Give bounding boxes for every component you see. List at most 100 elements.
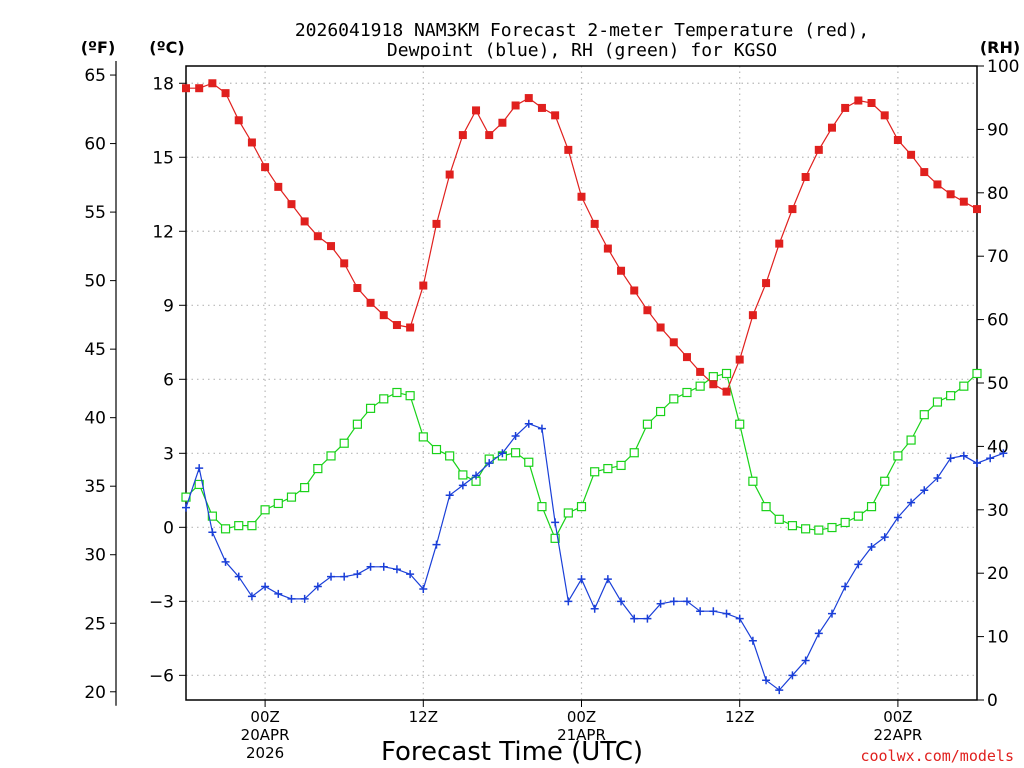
temperature-point: [946, 190, 955, 199]
rh-point: [339, 438, 349, 448]
x-tick-label: 00Z: [883, 708, 912, 726]
rh-tick-label: 20: [987, 564, 1009, 584]
rh-point: [300, 483, 310, 493]
temperature-point: [801, 173, 810, 182]
rh-point: [537, 502, 547, 512]
rh-point: [379, 394, 389, 404]
x-tick-label: 00Z: [250, 708, 279, 726]
dewpoint-point: [735, 614, 744, 623]
temperature-point: [630, 286, 639, 295]
rh-tick-label: 90: [987, 120, 1009, 140]
rh-point: [576, 502, 587, 512]
dewpoint-point: [775, 686, 784, 695]
temperature-point: [696, 367, 705, 376]
rh-point: [669, 394, 679, 404]
temperature-point: [458, 131, 467, 140]
dewpoint-point: [234, 572, 243, 581]
temperature-point: [208, 79, 217, 88]
rh-point: [590, 467, 600, 477]
celsius-unit-label: (ºC): [149, 38, 184, 57]
celsius-tick-label: 6: [163, 370, 174, 390]
dewpoint-point: [656, 599, 665, 608]
rh-point: [418, 432, 428, 442]
rh-point: [919, 410, 929, 420]
dewpoint-point: [564, 597, 573, 606]
celsius-tick-label: 3: [163, 444, 174, 464]
temperature-point: [656, 323, 665, 332]
rh-point: [207, 511, 217, 521]
dewpoint-point: [814, 629, 823, 638]
temperature-point: [973, 205, 981, 214]
temperature-point: [748, 311, 757, 320]
fahrenheit-tick-label: 35: [84, 477, 106, 497]
dewpoint-point: [854, 560, 863, 569]
dewpoint-point: [445, 491, 454, 500]
temperature-point: [643, 306, 652, 315]
dewpoint-point: [406, 570, 415, 579]
fahrenheit-tick-label: 60: [84, 135, 106, 155]
rh-point: [932, 397, 943, 407]
temperature-point: [340, 259, 349, 268]
celsius-tick-label: 12: [152, 222, 174, 242]
dewpoint-point: [537, 424, 546, 433]
rh-point: [642, 419, 653, 429]
temperature-point: [907, 150, 916, 159]
dewpoint-point: [366, 562, 375, 571]
temperature-point: [379, 311, 388, 320]
fahrenheit-tick-label: 65: [84, 66, 106, 86]
rh-point: [563, 508, 573, 518]
rh-point: [234, 521, 244, 531]
temperature-point: [959, 197, 968, 206]
temperature-point: [762, 279, 771, 288]
temperature-point: [247, 138, 256, 147]
dewpoint-point: [893, 513, 902, 522]
temperature-point: [735, 355, 744, 364]
dewpoint-point: [498, 449, 507, 458]
dewpoint-point: [986, 454, 995, 463]
dewpoint-point: [472, 471, 481, 480]
rh-point: [906, 435, 916, 445]
dewpoint-point: [959, 451, 968, 460]
dewpoint-point: [643, 614, 652, 623]
rh-point: [524, 457, 534, 467]
rh-point: [735, 419, 745, 429]
fahrenheit-tick-label: 20: [84, 683, 106, 703]
rh-point: [853, 511, 863, 521]
rh-point: [352, 419, 362, 429]
temperature-point: [485, 131, 494, 140]
dewpoint-point: [841, 582, 850, 591]
dewpoint-point: [788, 671, 797, 680]
rh-point: [365, 403, 376, 413]
dewpoint-point: [247, 592, 256, 601]
dewpoint-point: [511, 432, 520, 441]
rh-tick-label: 80: [987, 184, 1009, 204]
temperature-point: [392, 321, 401, 330]
fahrenheit-tick-label: 40: [84, 409, 106, 429]
gridlines: [186, 66, 977, 700]
dewpoint-point: [313, 582, 322, 591]
temperature-point: [524, 94, 533, 103]
rh-point: [550, 533, 560, 543]
temperature-point: [577, 192, 586, 201]
temperature-point: [867, 99, 876, 108]
rh-point: [774, 514, 784, 524]
x-tick-date-label: 20APR: [241, 726, 290, 744]
dewpoint-point: [762, 676, 771, 685]
dewpoint-point: [432, 540, 441, 549]
rh-point: [761, 502, 771, 512]
temperature-point: [933, 180, 942, 189]
dewpoint-point: [379, 562, 388, 571]
rh-point: [814, 525, 824, 535]
dewpoint-point: [946, 454, 955, 463]
temperature-point: [603, 244, 612, 253]
rh-point: [801, 524, 811, 534]
temperature-point: [814, 145, 823, 154]
temperature-point: [551, 111, 560, 120]
dewpoint-point: [630, 614, 639, 623]
x-tick-label: 00Z: [567, 708, 596, 726]
rh-point: [260, 505, 270, 515]
celsius-tick-label: 18: [152, 74, 174, 94]
temperature-point: [827, 123, 836, 132]
temperature-point: [432, 219, 441, 228]
rh-point: [682, 387, 692, 398]
